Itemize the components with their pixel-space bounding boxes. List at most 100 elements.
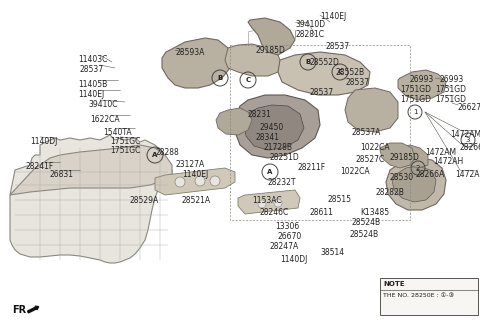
Text: 1751GC: 1751GC [110, 146, 140, 155]
Text: 11405B: 11405B [78, 80, 107, 89]
Polygon shape [10, 135, 172, 263]
Polygon shape [235, 95, 320, 158]
Polygon shape [392, 166, 436, 202]
Polygon shape [398, 145, 428, 168]
Polygon shape [225, 44, 282, 76]
Text: K13485: K13485 [360, 208, 389, 217]
Text: 1140EJ: 1140EJ [182, 170, 208, 179]
Text: 1022CA: 1022CA [340, 167, 370, 176]
Text: 28211F: 28211F [298, 163, 326, 172]
Text: 1140DJ: 1140DJ [30, 137, 58, 146]
Text: 1140EJ: 1140EJ [78, 90, 104, 99]
Text: 28241F: 28241F [25, 162, 53, 171]
Text: 2: 2 [416, 165, 420, 171]
Text: 1751GC: 1751GC [110, 137, 140, 146]
Text: 1472AH: 1472AH [433, 157, 463, 166]
Text: 39410C: 39410C [88, 100, 118, 109]
Text: 28552B: 28552B [335, 68, 364, 77]
Text: 28231: 28231 [248, 110, 272, 119]
Polygon shape [345, 88, 398, 132]
Text: 26993: 26993 [410, 75, 434, 84]
Text: C: C [245, 77, 251, 83]
Text: 28527C: 28527C [355, 155, 384, 164]
Polygon shape [238, 190, 300, 214]
Text: 13306: 13306 [275, 222, 299, 231]
Text: 1140EJ: 1140EJ [320, 12, 346, 21]
Polygon shape [244, 105, 304, 150]
Text: 28537: 28537 [325, 42, 349, 51]
Text: 1472AM: 1472AM [425, 148, 456, 157]
Text: 29450: 29450 [260, 123, 284, 132]
Polygon shape [278, 52, 370, 95]
Text: 1751GD: 1751GD [400, 85, 431, 94]
Text: 26831: 26831 [50, 170, 74, 179]
Text: 28232T: 28232T [268, 178, 297, 187]
Text: 26993: 26993 [440, 75, 464, 84]
Text: NOTE: NOTE [383, 281, 405, 287]
Text: 28281C: 28281C [295, 30, 324, 39]
Text: C: C [337, 69, 343, 75]
Text: 28537: 28537 [310, 88, 334, 97]
Text: 28611: 28611 [310, 208, 334, 217]
Polygon shape [10, 145, 172, 195]
Text: 28247A: 28247A [270, 242, 299, 251]
Text: 28266: 28266 [460, 143, 480, 152]
Text: 1140DJ: 1140DJ [280, 255, 307, 264]
Text: 28537: 28537 [345, 78, 369, 87]
Circle shape [274, 199, 282, 207]
Text: 1751GD: 1751GD [400, 95, 431, 104]
Text: 26670: 26670 [278, 232, 302, 241]
Text: 28266A: 28266A [415, 170, 444, 179]
Text: A: A [152, 152, 158, 158]
Polygon shape [155, 168, 235, 195]
Text: 1751GD: 1751GD [435, 85, 466, 94]
Polygon shape [248, 18, 295, 55]
Text: 1540TA: 1540TA [103, 128, 132, 137]
Polygon shape [162, 38, 232, 88]
Circle shape [258, 200, 266, 208]
Text: 28593A: 28593A [175, 48, 204, 57]
Text: 1: 1 [413, 109, 417, 115]
Text: 1751GD: 1751GD [435, 95, 466, 104]
Text: A: A [267, 169, 273, 175]
Text: 21728B: 21728B [263, 143, 292, 152]
Polygon shape [386, 158, 446, 210]
Circle shape [210, 176, 220, 186]
Text: 28341: 28341 [255, 133, 279, 142]
Text: 28524B: 28524B [350, 230, 379, 239]
Text: 28282B: 28282B [375, 188, 404, 197]
Bar [380, 278, 478, 315]
Text: 29185D: 29185D [256, 46, 286, 55]
Text: B: B [305, 59, 311, 65]
Text: 28537: 28537 [80, 65, 104, 74]
Text: 28521A: 28521A [182, 196, 211, 205]
Text: THE NO. 28250E : ①-③: THE NO. 28250E : ①-③ [383, 293, 454, 298]
Text: 28251D: 28251D [270, 153, 300, 162]
Text: 26627: 26627 [458, 103, 480, 112]
Text: 28529A: 28529A [130, 196, 159, 205]
Text: 1472AH: 1472AH [455, 170, 480, 179]
Polygon shape [380, 143, 415, 168]
Circle shape [195, 176, 205, 186]
Circle shape [175, 177, 185, 187]
Polygon shape [398, 70, 446, 100]
FancyArrow shape [27, 306, 39, 313]
Text: 1472AM: 1472AM [450, 130, 480, 139]
Text: 3: 3 [466, 137, 470, 143]
Text: 39410D: 39410D [295, 20, 325, 29]
Text: 23127A: 23127A [175, 160, 204, 169]
Text: 1153AC: 1153AC [252, 196, 282, 205]
Text: 28246C: 28246C [260, 208, 289, 217]
Polygon shape [216, 108, 252, 135]
Text: 28524B: 28524B [352, 218, 381, 227]
Text: FR: FR [12, 305, 26, 315]
Text: 1622CA: 1622CA [90, 115, 120, 124]
Text: 28530: 28530 [390, 173, 414, 182]
Text: B: B [217, 75, 223, 81]
Text: 28515: 28515 [327, 195, 351, 204]
Text: 1022CA: 1022CA [360, 143, 390, 152]
Text: 28537A: 28537A [352, 128, 382, 137]
Text: 28288: 28288 [155, 148, 179, 157]
Text: 11403C: 11403C [78, 55, 108, 64]
Text: 29185D: 29185D [390, 153, 420, 162]
